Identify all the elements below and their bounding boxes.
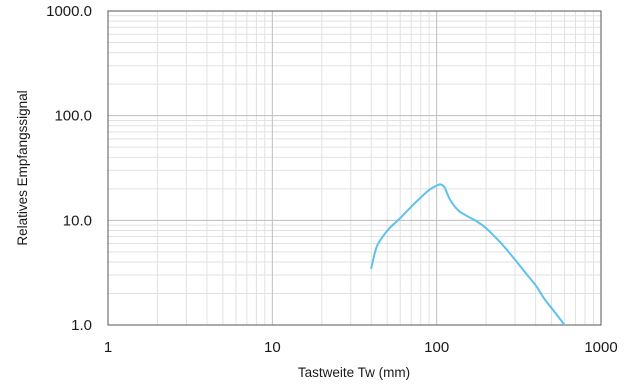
y-tick-label: 100.0 <box>54 108 92 125</box>
x-tick-label: 1000 <box>584 339 617 356</box>
series-line <box>370 183 566 326</box>
major-gridlines <box>107 10 602 326</box>
x-tick-labels: 1 10 100 1000 <box>104 339 618 356</box>
x-tick-label: 10 <box>264 339 281 356</box>
series-layer <box>370 183 566 326</box>
x-tick-label: 1 <box>104 339 112 356</box>
y-tick-label: 1.0 <box>71 317 92 334</box>
minor-gridlines <box>108 11 601 325</box>
x-axis-title: Tastweite Tw (mm) <box>298 365 410 380</box>
y-tick-label: 1000.0 <box>46 3 92 20</box>
x-tick-label: 100 <box>424 339 449 356</box>
plot-frame <box>107 10 602 326</box>
y-tick-label: 10.0 <box>63 212 92 229</box>
y-axis-title: Relatives Empfangssignal <box>15 90 30 245</box>
y-tick-labels: 1.0 10.0 100.0 1000.0 <box>46 3 92 334</box>
